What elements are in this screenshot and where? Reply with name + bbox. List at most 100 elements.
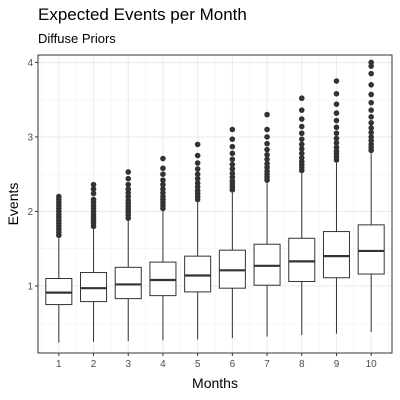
- outlier-point: [298, 116, 305, 122]
- x-axis-title: Months: [192, 375, 238, 391]
- outlier-point: [229, 150, 236, 157]
- x-tick-label: 9: [334, 359, 340, 370]
- outlier-point: [333, 117, 340, 124]
- y-tick-label: 3: [27, 132, 33, 143]
- outlier-point: [160, 177, 166, 183]
- box-iqr: [288, 237, 316, 282]
- outlier-point: [125, 175, 132, 182]
- x-tick-label: 7: [264, 359, 270, 370]
- outlier-point: [264, 126, 270, 133]
- box-iqr: [357, 224, 385, 275]
- outlier-point: [264, 140, 270, 147]
- x-tick-label: 3: [125, 359, 131, 370]
- outlier-point: [298, 136, 305, 142]
- outlier-point: [90, 196, 97, 203]
- outlier-point: [125, 169, 132, 175]
- box-iqr: [253, 243, 281, 286]
- outlier-point: [160, 181, 166, 188]
- outlier-point: [264, 111, 270, 118]
- outlier-point: [229, 136, 236, 142]
- outlier-point: [333, 110, 340, 116]
- outlier-point: [298, 155, 305, 161]
- box-month-7: [253, 111, 281, 337]
- outlier-point: [160, 155, 166, 162]
- x-tick-label: 8: [299, 359, 305, 370]
- outlier-point: [194, 171, 201, 177]
- box-month-3: [114, 169, 142, 342]
- outlier-point: [229, 161, 236, 168]
- outlier-point: [229, 126, 236, 133]
- outlier-point: [194, 152, 201, 159]
- outlier-point: [229, 170, 236, 177]
- outlier-point: [264, 134, 270, 140]
- box-month-1: [45, 193, 73, 343]
- outlier-point: [333, 135, 340, 142]
- outlier-point: [333, 144, 340, 151]
- boxes-layer: [45, 59, 385, 343]
- y-tick-label: 1: [27, 281, 33, 292]
- outlier-point: [298, 146, 305, 152]
- outlier-point: [368, 129, 374, 136]
- outlier-point: [298, 150, 305, 157]
- outlier-point: [368, 107, 374, 113]
- outlier-point: [229, 166, 236, 172]
- minor-gridlines: [38, 55, 392, 353]
- outlier-point: [194, 160, 201, 166]
- box-iqr: [80, 272, 108, 303]
- x-tick-label: 1: [56, 359, 62, 370]
- outlier-point: [229, 143, 236, 150]
- box-month-5: [184, 141, 212, 340]
- outlier-point: [298, 123, 305, 130]
- box-month-10: [357, 59, 385, 333]
- outlier-point: [194, 175, 201, 182]
- box-iqr: [322, 231, 350, 279]
- outlier-point: [368, 134, 374, 140]
- outlier-point: [160, 171, 166, 177]
- outlier-point: [194, 166, 201, 172]
- outlier-point: [333, 101, 340, 107]
- outlier-point: [90, 190, 97, 197]
- outlier-point: [298, 141, 305, 148]
- x-tick-label: 2: [91, 359, 97, 370]
- outlier-point: [125, 181, 132, 188]
- box-month-9: [322, 78, 350, 334]
- outlier-point: [333, 78, 340, 84]
- x-tick-label: 4: [160, 359, 166, 370]
- outlier-point: [333, 90, 340, 97]
- plot-border: [37, 54, 393, 354]
- box-month-2: [80, 181, 108, 342]
- outlier-point: [368, 82, 374, 88]
- y-tick-label: 2: [27, 207, 33, 218]
- outlier-point: [56, 193, 62, 200]
- box-month-8: [288, 95, 316, 336]
- box-iqr: [45, 278, 73, 306]
- y-axis-title: Events: [5, 183, 21, 226]
- outlier-point: [333, 124, 340, 131]
- outlier-point: [368, 59, 374, 66]
- chart-title: Expected Events per Month: [38, 5, 247, 24]
- outlier-point: [368, 99, 374, 106]
- x-tick-label: 10: [366, 359, 378, 370]
- outlier-point: [90, 181, 97, 188]
- outlier-point: [368, 119, 374, 126]
- outlier-point: [194, 141, 201, 148]
- y-axis-ticks: 1 2 3 4: [27, 58, 38, 292]
- outlier-point: [264, 156, 270, 163]
- box-iqr: [114, 266, 142, 300]
- outlier-point: [298, 95, 305, 102]
- box-month-4: [149, 155, 177, 341]
- outlier-point: [298, 130, 305, 137]
- y-tick-label: 4: [27, 58, 33, 69]
- chart-subtitle: Diffuse Priors: [38, 31, 116, 46]
- outlier-point: [160, 165, 166, 172]
- x-tick-label: 6: [230, 359, 236, 370]
- outlier-point: [298, 107, 305, 113]
- box-iqr: [149, 261, 177, 297]
- outlier-point: [368, 91, 374, 98]
- outlier-point: [125, 186, 132, 192]
- outlier-point: [90, 186, 97, 192]
- x-tick-label: 5: [195, 359, 201, 370]
- outlier-point: [368, 114, 374, 120]
- box-iqr: [184, 255, 212, 293]
